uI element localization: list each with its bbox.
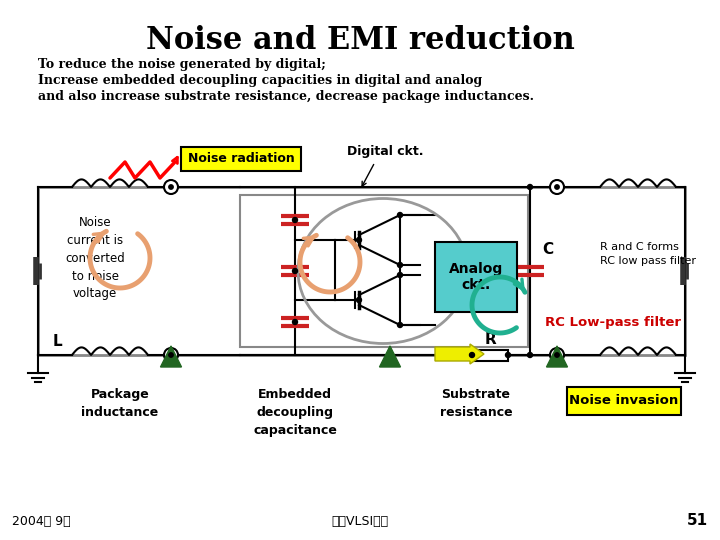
Text: 2004年 9月: 2004年 9月: [12, 515, 71, 528]
Circle shape: [550, 348, 564, 362]
Circle shape: [397, 213, 402, 218]
Polygon shape: [379, 346, 400, 367]
Circle shape: [292, 218, 297, 222]
Circle shape: [168, 353, 174, 357]
Bar: [240, 195, 528, 347]
Circle shape: [505, 353, 510, 357]
Text: Noise invasion: Noise invasion: [570, 395, 679, 408]
Circle shape: [164, 180, 178, 194]
Text: 新大VLSI工学: 新大VLSI工学: [331, 515, 389, 528]
Text: C: C: [542, 241, 553, 256]
Bar: [38, 187, 685, 355]
Text: Increase embedded decoupling capacities in digital and analog: Increase embedded decoupling capacities …: [38, 74, 482, 87]
Bar: [472, 349, 508, 361]
Text: L: L: [53, 334, 63, 348]
Polygon shape: [161, 346, 181, 367]
Text: Embedded
decoupling
capacitance: Embedded decoupling capacitance: [253, 388, 337, 437]
Bar: [435, 242, 517, 312]
Circle shape: [528, 185, 533, 190]
Polygon shape: [546, 346, 567, 367]
Text: 51: 51: [687, 513, 708, 528]
Circle shape: [528, 353, 533, 357]
Text: RC Low-pass filter: RC Low-pass filter: [545, 316, 681, 329]
Circle shape: [164, 348, 178, 362]
Text: Noise radiation: Noise radiation: [188, 152, 294, 165]
Text: Digital ckt.: Digital ckt.: [347, 145, 423, 158]
Circle shape: [356, 298, 361, 302]
Circle shape: [292, 320, 297, 325]
Circle shape: [397, 322, 402, 327]
Text: Noise
current is
converted
to noise
voltage: Noise current is converted to noise volt…: [65, 215, 125, 300]
Text: Noise and EMI reduction: Noise and EMI reduction: [145, 25, 575, 56]
Text: Package
inductance: Package inductance: [81, 388, 158, 419]
Circle shape: [168, 185, 174, 189]
Text: To reduce the noise generated by digital;: To reduce the noise generated by digital…: [38, 58, 326, 71]
FancyBboxPatch shape: [567, 387, 681, 415]
Circle shape: [555, 353, 559, 357]
Circle shape: [550, 180, 564, 194]
Text: and also increase substrate resistance, decrease package inductances.: and also increase substrate resistance, …: [38, 90, 534, 103]
Circle shape: [292, 268, 297, 273]
Text: Analog
ckt.: Analog ckt.: [449, 262, 503, 292]
Text: R and C forms
RC low pass filter: R and C forms RC low pass filter: [600, 242, 696, 266]
FancyArrow shape: [435, 344, 484, 364]
Circle shape: [397, 262, 402, 267]
Text: R: R: [484, 332, 496, 347]
Text: Substrate
resistance: Substrate resistance: [440, 388, 513, 419]
Circle shape: [397, 273, 402, 278]
Circle shape: [469, 353, 474, 357]
Circle shape: [356, 238, 361, 242]
Circle shape: [555, 185, 559, 189]
FancyBboxPatch shape: [181, 147, 301, 171]
